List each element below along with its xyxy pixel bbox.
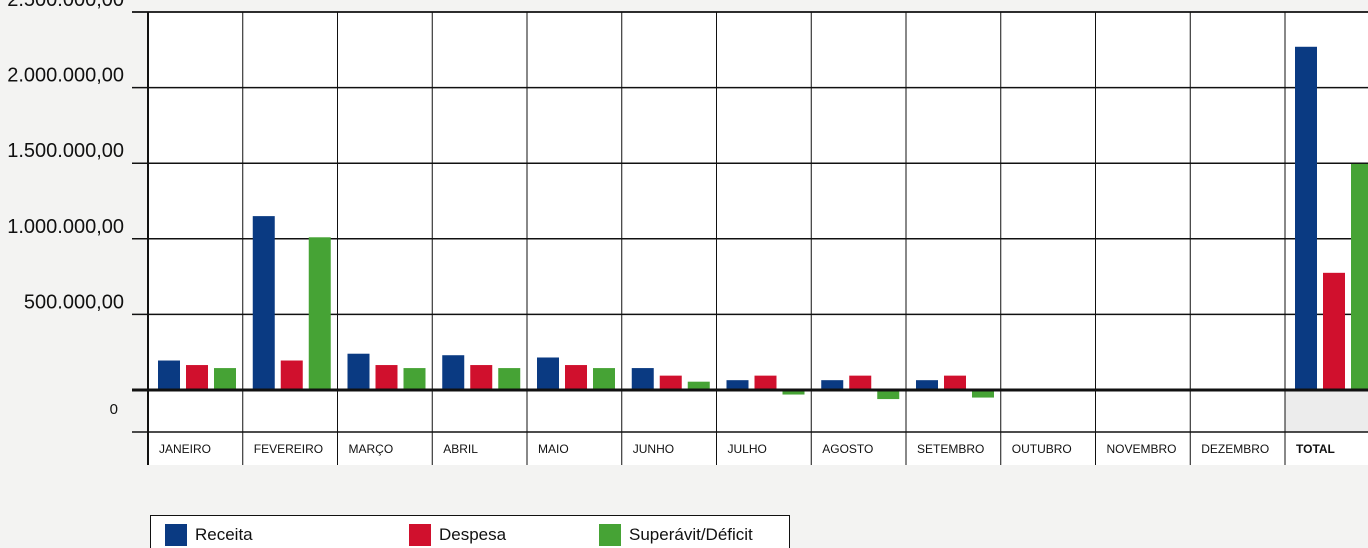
bar <box>498 368 521 390</box>
bar <box>687 381 710 390</box>
bar <box>186 365 208 390</box>
bar <box>916 380 938 390</box>
bar <box>1351 163 1368 390</box>
bar <box>308 237 331 390</box>
bar <box>403 368 426 390</box>
x-tick-label: DEZEMBRO <box>1201 442 1269 456</box>
bar <box>659 375 682 390</box>
bar <box>565 365 587 390</box>
bar <box>1323 272 1345 390</box>
legend-item-despesa: Despesa <box>409 524 506 546</box>
legend-label-superavit-deficit: Superávit/Déficit <box>629 525 753 544</box>
bar <box>782 390 805 395</box>
x-tick-label: JULHO <box>728 442 767 456</box>
legend-item-superavit-deficit: Superávit/Déficit <box>599 524 753 546</box>
x-tick-label: FEVEREIRO <box>254 442 323 456</box>
bar <box>877 390 900 400</box>
y-tick-label: 0 <box>110 401 118 418</box>
x-tick-label: AGOSTO <box>822 442 873 456</box>
legend-swatch-superavit-deficit <box>599 524 621 546</box>
y-tick-label: 2.500.000,00 <box>7 0 124 11</box>
x-tick-label: MAIO <box>538 442 569 456</box>
bar <box>470 365 493 390</box>
x-tick-label: OUTUBRO <box>1012 442 1072 456</box>
legend-item-receita: Receita <box>165 524 253 546</box>
bar <box>158 360 180 390</box>
bar <box>593 368 615 390</box>
x-tick-label: TOTAL <box>1296 442 1335 456</box>
y-tick-label: 500.000,00 <box>24 291 124 313</box>
bar <box>214 368 236 390</box>
bar <box>1295 46 1317 390</box>
bar <box>347 353 370 390</box>
x-tick-label: JUNHO <box>633 442 674 456</box>
bar <box>280 360 303 390</box>
y-tick-label: 1.000.000,00 <box>7 216 124 238</box>
bar <box>537 357 559 390</box>
bar <box>726 380 749 390</box>
x-tick-label: MARÇO <box>349 442 394 456</box>
y-tick-label: 1.500.000,00 <box>7 140 124 162</box>
bar <box>849 375 872 390</box>
x-tick-label: NOVEMBRO <box>1107 442 1177 456</box>
x-tick-label: JANEIRO <box>159 442 211 456</box>
y-tick-label: 2.000.000,00 <box>7 65 124 87</box>
legend-label-despesa: Despesa <box>439 525 507 544</box>
legend-label-receita: Receita <box>195 525 253 544</box>
total-column-shade <box>1285 390 1368 432</box>
bar <box>442 355 465 390</box>
x-tick-label: SETEMBRO <box>917 442 984 456</box>
legend: Receita Despesa Superávit/Déficit <box>150 515 790 548</box>
bar <box>252 216 275 390</box>
bar <box>631 368 654 390</box>
legend-swatch-despesa <box>409 524 431 546</box>
legend-swatch-receita <box>165 524 187 546</box>
bar <box>972 390 994 398</box>
x-tick-label: ABRIL <box>443 442 478 456</box>
bar <box>754 375 777 390</box>
bar <box>944 375 966 390</box>
bar <box>375 365 398 390</box>
bar <box>821 380 844 390</box>
